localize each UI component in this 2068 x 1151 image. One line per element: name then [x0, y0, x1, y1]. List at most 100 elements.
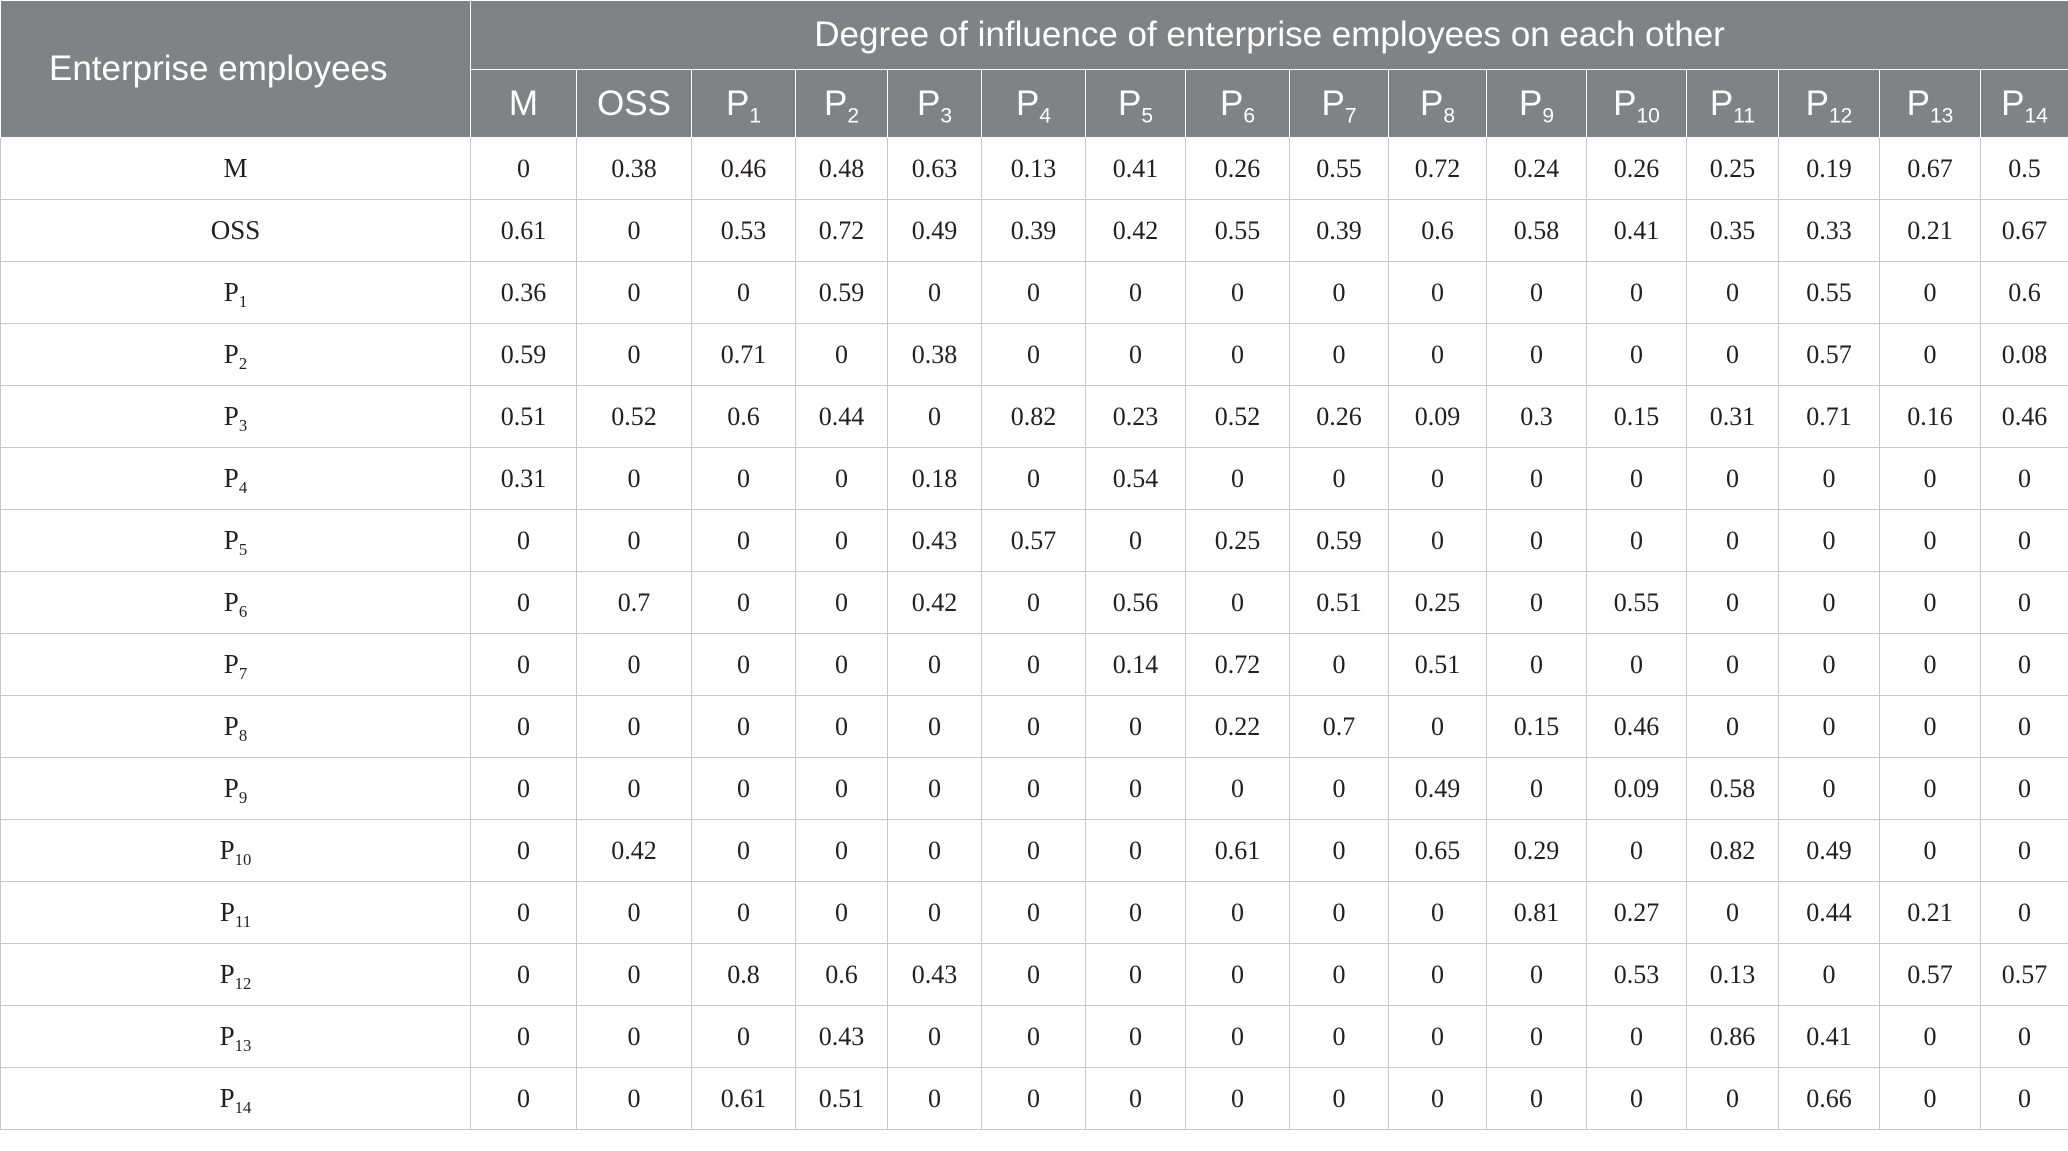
- row-header: P7: [0, 633, 471, 696]
- table-cell: 0: [1586, 509, 1687, 572]
- row-header-base: P: [223, 339, 239, 369]
- table-cell: 0.22: [1185, 695, 1290, 758]
- column-header: P6: [1185, 69, 1290, 138]
- table-cell: 0: [887, 881, 982, 944]
- row-header-subscript: 7: [238, 663, 248, 683]
- table-cell: 0: [1979, 695, 2068, 758]
- table-cell: 0: [691, 819, 796, 882]
- table-cell: 0: [691, 757, 796, 820]
- table-cell: 0.7: [1289, 695, 1389, 758]
- table-cell: 0: [887, 757, 982, 820]
- row-header: P5: [0, 509, 471, 572]
- column-header: P11: [1686, 69, 1779, 138]
- column-header: M: [470, 69, 577, 138]
- table-cell: 0: [1586, 633, 1687, 696]
- table-row: M 0 0.38 0.46 0.48 0.63 0.13 0.41 0.26 0.55 0.72 0.…: [0, 137, 2068, 200]
- column-header: P4: [981, 69, 1086, 138]
- column-header: P9: [1486, 69, 1587, 138]
- column-header-base: M: [508, 83, 539, 123]
- table-cell: 0.21: [1879, 199, 1981, 262]
- table-cell: 0.7: [576, 571, 692, 634]
- table-cell: 0: [576, 633, 692, 696]
- table-cell: 0: [887, 1067, 982, 1130]
- row-header-base: P: [223, 525, 239, 555]
- table-cell: 0.52: [1185, 385, 1290, 448]
- table-row: P4 0.31 0 0 0 0.18 0 0.54 0 0 0 0 0 0 0 0 0: [0, 447, 2068, 510]
- table-row: P1 0.36 0 0 0.59 0 0 0 0 0 0 0 0 0 0.55 0 0.6: [0, 261, 2068, 324]
- column-header-base: P: [2001, 83, 2025, 123]
- row-header-base: P: [219, 835, 235, 865]
- table-cell: 0.38: [887, 323, 982, 386]
- table-cell: 0: [1185, 571, 1290, 634]
- table-cell: 0: [576, 199, 692, 262]
- table-cell: 0: [470, 1067, 577, 1130]
- row-header-subscript: 2: [238, 353, 248, 373]
- table-cell: 0.14: [1085, 633, 1186, 696]
- table-cell: 0: [1085, 509, 1186, 572]
- table-cell: 0.6: [1388, 199, 1487, 262]
- table-cell: 0.6: [691, 385, 796, 448]
- column-header-subscript: 9: [1542, 103, 1555, 127]
- table-cell: 0: [795, 757, 888, 820]
- table-cell: 0: [1486, 1067, 1587, 1130]
- table-cell: 0: [1686, 633, 1779, 696]
- table-cell: 0: [470, 633, 577, 696]
- table-cell: 0.26: [1289, 385, 1389, 448]
- row-header: OSS: [0, 199, 471, 262]
- row-header-base: P: [219, 959, 235, 989]
- table-cell: 0: [981, 633, 1086, 696]
- table-cell: 0.55: [1778, 261, 1880, 324]
- table-cell: 0.33: [1778, 199, 1880, 262]
- table-cell: 0.6: [795, 943, 888, 1006]
- table-cell: 0: [795, 695, 888, 758]
- table-cell: 0: [981, 323, 1086, 386]
- table-row: P11 0 0 0 0 0 0 0 0 0 0 0.81 0.27 0 0.44 0.21 0: [0, 881, 2068, 944]
- table-cell: 0.25: [1185, 509, 1290, 572]
- column-header-base: P: [823, 83, 848, 123]
- table-cell: 0: [981, 261, 1086, 324]
- table-cell: 0.26: [1586, 137, 1687, 200]
- table-cell: 0: [1686, 1067, 1779, 1130]
- table-cell: 0.53: [691, 199, 796, 262]
- table-cell: 0.59: [470, 323, 577, 386]
- column-header: P1: [691, 69, 796, 138]
- column-header: P7: [1289, 69, 1389, 138]
- row-header-subscript: 8: [238, 725, 248, 745]
- table-cell: 0: [1486, 757, 1587, 820]
- table-cell: 0: [1185, 1067, 1290, 1130]
- table-cell: 0.67: [1879, 137, 1981, 200]
- row-header-base: P: [219, 1083, 235, 1113]
- column-header: P12: [1778, 69, 1880, 138]
- table-cell: 0.15: [1586, 385, 1687, 448]
- column-header-subscript: 14: [2024, 103, 2048, 127]
- table-cell: 0: [576, 1005, 692, 1068]
- table-cell: 0: [1185, 323, 1290, 386]
- table-cell: 0: [1686, 881, 1779, 944]
- table-cell: 0: [1979, 509, 2068, 572]
- table-cell: 0: [1289, 323, 1389, 386]
- table-cell: 0: [795, 633, 888, 696]
- table-cell: 0.82: [981, 385, 1086, 448]
- table-cell: 0: [1686, 695, 1779, 758]
- table-cell: 0.27: [1586, 881, 1687, 944]
- table-cell: 0: [1388, 943, 1487, 1006]
- table-cell: 0: [887, 1005, 982, 1068]
- table-cell: 0: [1979, 1067, 2068, 1130]
- table-cell: 0.63: [887, 137, 982, 200]
- table-cell: 0.8: [691, 943, 796, 1006]
- row-header: P8: [0, 695, 471, 758]
- column-header-subscript: 6: [1243, 103, 1256, 127]
- column-header-subscript: 2: [847, 103, 860, 127]
- table-body: M 0 0.38 0.46 0.48 0.63 0.13 0.41 0.26 0.55 0.72 0.…: [0, 137, 2068, 1130]
- table-cell: 0: [1486, 447, 1587, 510]
- table-row: P10 0 0.42 0 0 0 0 0 0.61 0 0.65 0.29 0 0.82 0.49 0 0: [0, 819, 2068, 882]
- table-cell: 0: [1879, 1005, 1981, 1068]
- table-cell: 0.42: [887, 571, 982, 634]
- table-cell: 0: [981, 1005, 1086, 1068]
- table-cell: 0.41: [1085, 137, 1186, 200]
- corner-header: Enterprise employees: [0, 0, 471, 138]
- table-cell: 0.6: [1979, 261, 2068, 324]
- table-cell: 0: [981, 757, 1086, 820]
- table-cell: 0.13: [981, 137, 1086, 200]
- table-cell: 0: [1586, 1067, 1687, 1130]
